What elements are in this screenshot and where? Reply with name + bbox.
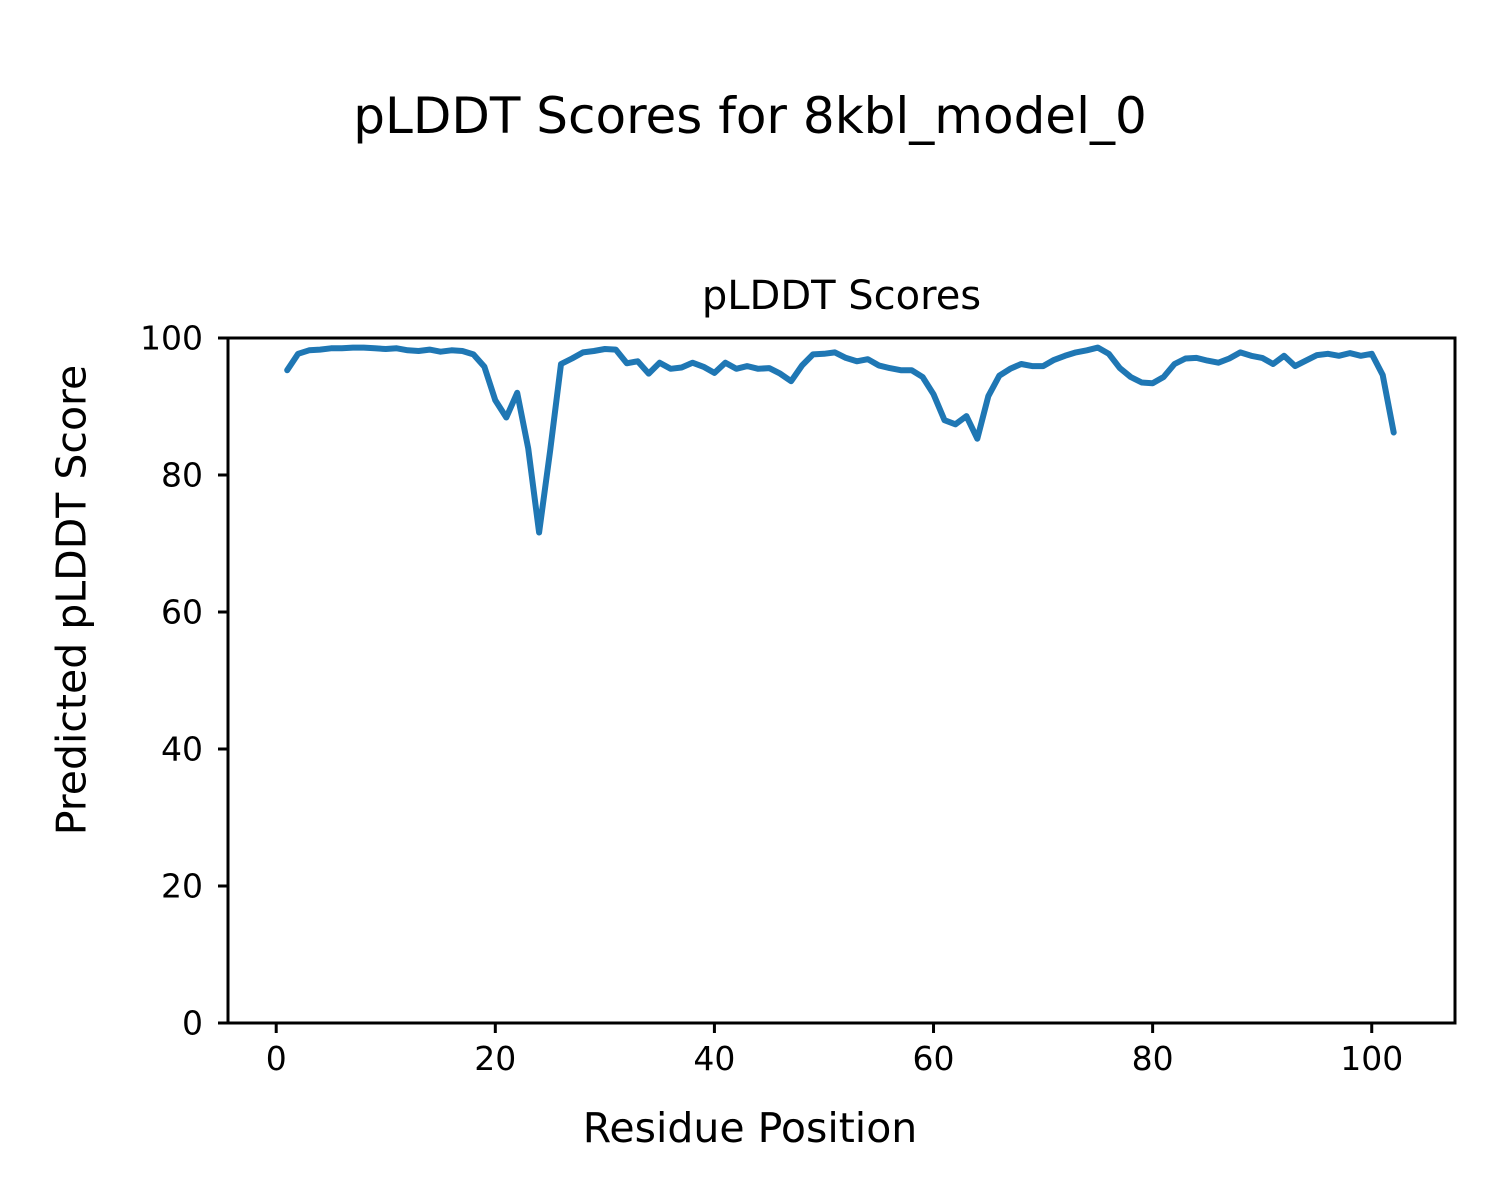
x-tick-label: 80 bbox=[1131, 1039, 1174, 1078]
x-tick-label: 20 bbox=[474, 1039, 517, 1078]
plddt-line bbox=[284, 344, 1397, 536]
figure-title: pLDDT Scores for 8kbl_model_0 bbox=[353, 87, 1147, 145]
axes-title: pLDDT Scores bbox=[701, 273, 982, 319]
axes-box bbox=[226, 336, 1457, 1025]
x-tick-label: 0 bbox=[265, 1039, 287, 1078]
y-tick-label: 20 bbox=[161, 866, 203, 906]
y-tick-label: 40 bbox=[161, 729, 203, 769]
x-axis-label: Residue Position bbox=[582, 1104, 918, 1152]
y-tick-label: 0 bbox=[182, 1003, 203, 1043]
x-tick-label: 60 bbox=[912, 1039, 955, 1078]
x-tick-label: 40 bbox=[693, 1039, 736, 1078]
y-tick-label: 100 bbox=[140, 318, 203, 358]
y-tick-label: 80 bbox=[161, 455, 203, 495]
x-tick-label: 100 bbox=[1340, 1039, 1404, 1078]
y-tick-label: 60 bbox=[161, 592, 203, 632]
